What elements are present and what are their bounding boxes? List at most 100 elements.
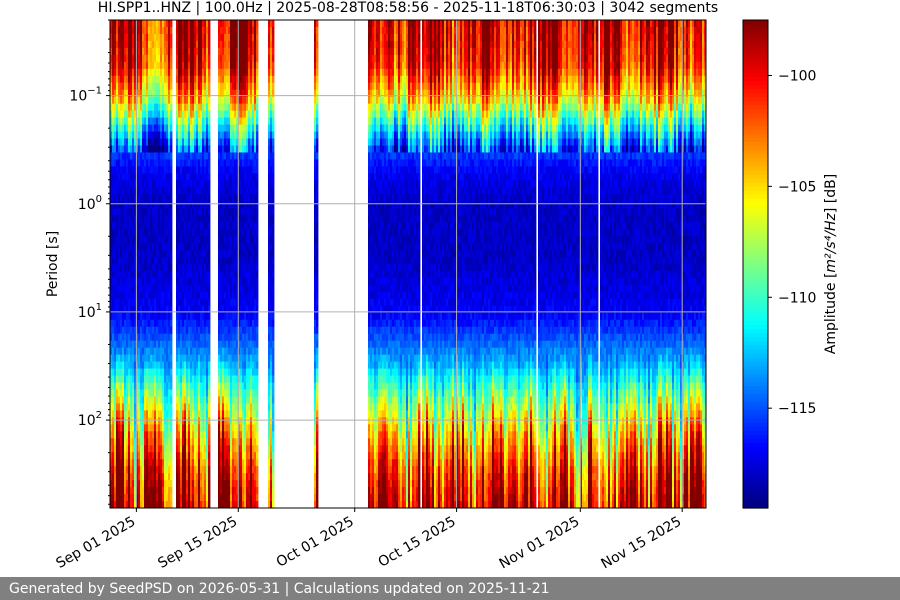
heatmap-cell xyxy=(152,375,155,384)
heatmap-cell xyxy=(156,75,159,84)
heatmap-cell xyxy=(256,264,259,272)
heatmap-cell xyxy=(154,138,157,146)
heatmap-cell xyxy=(138,452,141,460)
heatmap-cell xyxy=(208,194,211,202)
heatmap-cell xyxy=(160,333,163,342)
heatmap-cell xyxy=(142,103,145,112)
heatmap-cell xyxy=(134,110,137,119)
heatmap-cell xyxy=(132,145,135,153)
heatmap-cell xyxy=(112,354,115,363)
heatmap-cell xyxy=(156,159,159,167)
heatmap-cell xyxy=(154,431,157,439)
heatmap-cell xyxy=(138,291,141,300)
heatmap-cell xyxy=(256,277,259,286)
heatmap-cell xyxy=(118,208,121,216)
heatmap-cell xyxy=(116,47,119,56)
heatmap-cell xyxy=(114,82,117,91)
heatmap-cell xyxy=(142,270,145,279)
heatmap-cell xyxy=(112,173,115,181)
heatmap-cell xyxy=(130,291,133,300)
heatmap-cell xyxy=(130,82,133,91)
heatmap-cell xyxy=(144,354,147,363)
heatmap-cell xyxy=(154,494,157,502)
heatmap-cell xyxy=(116,347,119,356)
heatmap-cell xyxy=(112,117,115,126)
heatmap-cell xyxy=(128,389,131,397)
heatmap-cell xyxy=(138,257,141,265)
heatmap-cell xyxy=(126,243,129,251)
heatmap-cell xyxy=(142,75,145,84)
heatmap-cell xyxy=(118,389,121,397)
heatmap-cell xyxy=(116,452,119,460)
heatmap-cell xyxy=(136,68,139,77)
heatmap-cell xyxy=(128,459,131,467)
heatmap-cell xyxy=(208,466,211,474)
heatmap-cell xyxy=(134,138,137,146)
heatmap-cell xyxy=(120,305,123,314)
heatmap-cell xyxy=(112,243,115,251)
heatmap-cell xyxy=(130,459,133,467)
heatmap-cell xyxy=(118,89,121,98)
heatmap-cell xyxy=(128,215,131,223)
heatmap-cell xyxy=(130,466,133,474)
heatmap-cell xyxy=(114,222,117,230)
heatmap-cell xyxy=(148,166,151,174)
heatmap-cell xyxy=(110,138,113,146)
heatmap-cell xyxy=(152,291,155,300)
heatmap-cell xyxy=(122,159,125,167)
heatmap-cell xyxy=(142,424,145,432)
heatmap-cell xyxy=(118,54,121,63)
heatmap-cell xyxy=(116,117,119,126)
heatmap-cell xyxy=(128,347,131,356)
heatmap-cell xyxy=(154,340,157,349)
heatmap-cell xyxy=(140,61,143,70)
heatmap-cell xyxy=(272,180,275,188)
heatmap-cell xyxy=(112,424,115,432)
heatmap-cell xyxy=(142,33,145,42)
heatmap-cell xyxy=(116,264,119,272)
heatmap-cell xyxy=(138,89,141,98)
heatmap-cell xyxy=(114,340,117,349)
heatmap-cell xyxy=(136,340,139,349)
heatmap-cell xyxy=(156,305,159,314)
heatmap-cell xyxy=(272,166,275,174)
heatmap-cell xyxy=(130,424,133,432)
heatmap-cell xyxy=(132,403,135,411)
heatmap-cell xyxy=(152,166,155,174)
heatmap-cell xyxy=(208,215,211,223)
heatmap-cell xyxy=(272,131,275,140)
heatmap-cell xyxy=(156,340,159,349)
heatmap-cell xyxy=(120,110,123,119)
heatmap-cell xyxy=(208,250,211,258)
heatmap-column xyxy=(256,20,259,509)
heatmap-cell xyxy=(124,410,127,418)
heatmap-cell xyxy=(136,89,139,98)
heatmap-cell xyxy=(122,445,125,453)
heatmap-cell xyxy=(142,194,145,202)
heatmap-cell xyxy=(208,222,211,230)
heatmap-cell xyxy=(130,333,133,342)
heatmap-cell xyxy=(132,89,135,98)
heatmap-cell xyxy=(134,396,137,404)
heatmap-cell xyxy=(132,291,135,300)
heatmap-cell xyxy=(110,361,113,370)
heatmap-cell xyxy=(152,201,155,209)
heatmap-cell xyxy=(154,382,157,390)
heatmap-cell xyxy=(114,250,117,258)
heatmap-cell xyxy=(152,333,155,342)
heatmap-cell xyxy=(120,396,123,404)
heatmap-cell xyxy=(138,347,141,356)
heatmap-cell xyxy=(142,403,145,411)
heatmap-cell xyxy=(170,431,173,439)
heatmap-cell xyxy=(156,445,159,453)
heatmap-cell xyxy=(128,103,131,112)
heatmap-cell xyxy=(136,26,139,35)
heatmap-cell xyxy=(126,20,129,28)
heatmap-cell xyxy=(116,68,119,77)
heatmap-cell xyxy=(132,480,135,488)
heatmap-cell xyxy=(122,361,125,370)
heatmap-cell xyxy=(118,445,121,453)
heatmap-cell xyxy=(140,368,143,377)
heatmap-cell xyxy=(142,375,145,384)
heatmap-cell xyxy=(156,201,159,209)
